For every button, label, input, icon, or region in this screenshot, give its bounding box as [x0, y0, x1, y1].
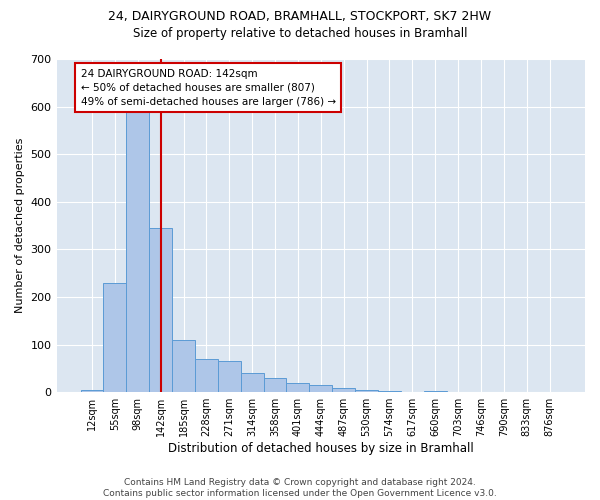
Bar: [103, 282, 127, 392]
Bar: [149, 228, 172, 392]
Text: 24 DAIRYGROUND ROAD: 142sqm
← 50% of detached houses are smaller (807)
49% of se: 24 DAIRYGROUND ROAD: 142sqm ← 50% of det…: [80, 68, 335, 106]
Bar: [332, 388, 355, 392]
Text: Size of property relative to detached houses in Bramhall: Size of property relative to detached ho…: [133, 28, 467, 40]
Bar: [355, 390, 378, 392]
Bar: [195, 359, 218, 392]
Text: 24, DAIRYGROUND ROAD, BRAMHALL, STOCKPORT, SK7 2HW: 24, DAIRYGROUND ROAD, BRAMHALL, STOCKPOR…: [109, 10, 491, 23]
X-axis label: Distribution of detached houses by size in Bramhall: Distribution of detached houses by size …: [168, 442, 473, 455]
Bar: [172, 340, 195, 392]
Bar: [286, 382, 310, 392]
Bar: [241, 373, 263, 392]
Bar: [218, 362, 241, 392]
Bar: [424, 391, 446, 392]
Bar: [263, 378, 286, 392]
Bar: [80, 390, 103, 392]
Text: Contains HM Land Registry data © Crown copyright and database right 2024.
Contai: Contains HM Land Registry data © Crown c…: [103, 478, 497, 498]
Y-axis label: Number of detached properties: Number of detached properties: [15, 138, 25, 314]
Bar: [310, 385, 332, 392]
Bar: [378, 391, 401, 392]
Bar: [127, 85, 149, 392]
